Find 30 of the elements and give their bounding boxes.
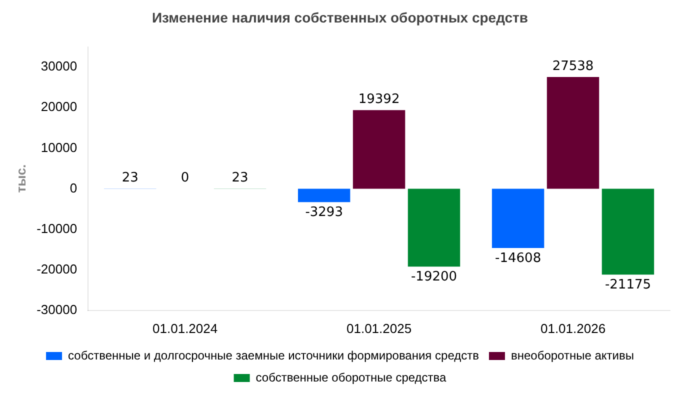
y-tick-label: 10000 bbox=[40, 140, 78, 155]
data-label: 27538 bbox=[552, 58, 594, 74]
bar bbox=[546, 77, 600, 189]
x-tick-label: 01.01.2025 bbox=[346, 320, 412, 336]
x-tick-label: 01.01.2026 bbox=[540, 320, 606, 336]
bar bbox=[298, 188, 350, 202]
data-label: 0 bbox=[180, 170, 190, 186]
data-label: -21175 bbox=[604, 277, 651, 292]
bar bbox=[492, 188, 544, 248]
bar bbox=[602, 188, 654, 275]
legend-label: собственные и долгосрочные заемные источники формирования средств bbox=[68, 348, 479, 362]
data-label: 19392 bbox=[358, 92, 400, 107]
legend-label: собственные оборотные средства bbox=[256, 370, 447, 384]
y-tick-label: 20000 bbox=[40, 99, 78, 114]
data-label: -3293 bbox=[305, 204, 343, 220]
data-label: 23 bbox=[232, 170, 248, 186]
y-tick-label: -10000 bbox=[36, 220, 78, 236]
data-label: 23 bbox=[122, 170, 138, 186]
y-tick-label: 0 bbox=[70, 180, 78, 196]
bar bbox=[352, 110, 406, 189]
legend-label: внеоборотные активы bbox=[510, 348, 634, 362]
x-tick-label: 01.01.2024 bbox=[152, 320, 218, 336]
y-tick-label: -20000 bbox=[36, 261, 78, 276]
y-axis-title: тыс. bbox=[13, 164, 28, 193]
data-label: -14608 bbox=[495, 250, 542, 266]
y-tick-label: 30000 bbox=[40, 58, 78, 74]
data-label: -19200 bbox=[410, 269, 458, 284]
y-tick-label: -30000 bbox=[36, 302, 78, 317]
chart-title: Изменение наличия собственных оборотных средств bbox=[152, 9, 528, 26]
bar bbox=[408, 188, 460, 267]
